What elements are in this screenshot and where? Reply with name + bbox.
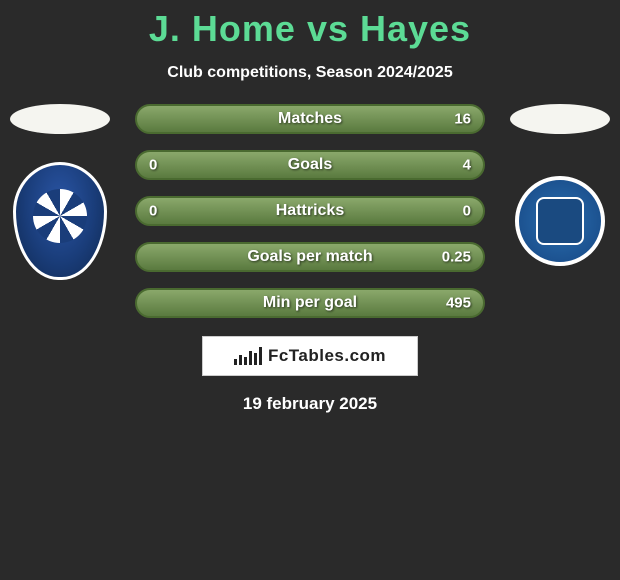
season-subtitle: Club competitions, Season 2024/2025 bbox=[167, 64, 452, 82]
stat-right-value: 0 bbox=[463, 203, 471, 220]
stat-label: Hattricks bbox=[276, 202, 344, 220]
stat-label: Matches bbox=[278, 110, 342, 128]
stat-row-goals: 0 Goals 4 bbox=[135, 150, 485, 180]
snapshot-date: 19 february 2025 bbox=[0, 394, 620, 414]
page-title: J. Home vs Hayes bbox=[149, 8, 471, 50]
birmingham-crest-icon bbox=[13, 162, 107, 280]
stat-row-goals-per-match: Goals per match 0.25 bbox=[135, 242, 485, 272]
peterborough-crest-icon bbox=[515, 176, 605, 266]
stat-row-min-per-goal: Min per goal 495 bbox=[135, 288, 485, 318]
stat-right-value: 4 bbox=[463, 157, 471, 174]
stat-label: Goals per match bbox=[247, 248, 372, 266]
stats-block: Matches 16 0 Goals 4 0 Hattricks 0 Goals… bbox=[0, 104, 620, 414]
right-club-logo bbox=[510, 156, 610, 286]
stat-right-value: 16 bbox=[454, 111, 471, 128]
stat-right-value: 495 bbox=[446, 295, 471, 312]
bars-icon bbox=[234, 347, 262, 365]
stat-rows: Matches 16 0 Goals 4 0 Hattricks 0 Goals… bbox=[135, 104, 485, 318]
stat-left-value: 0 bbox=[149, 203, 157, 220]
brand-footer: FcTables.com bbox=[202, 336, 418, 376]
comparison-infographic: J. Home vs Hayes Club competitions, Seas… bbox=[0, 0, 620, 580]
stat-right-value: 0.25 bbox=[442, 249, 471, 266]
stat-label: Min per goal bbox=[263, 294, 357, 312]
stat-row-matches: Matches 16 bbox=[135, 104, 485, 134]
stat-left-value: 0 bbox=[149, 157, 157, 174]
left-club-logo bbox=[10, 156, 110, 286]
brand-name: FcTables.com bbox=[268, 346, 386, 366]
right-player-badge bbox=[510, 104, 610, 134]
stat-row-hattricks: 0 Hattricks 0 bbox=[135, 196, 485, 226]
left-player-badge bbox=[10, 104, 110, 134]
stat-label: Goals bbox=[288, 156, 332, 174]
